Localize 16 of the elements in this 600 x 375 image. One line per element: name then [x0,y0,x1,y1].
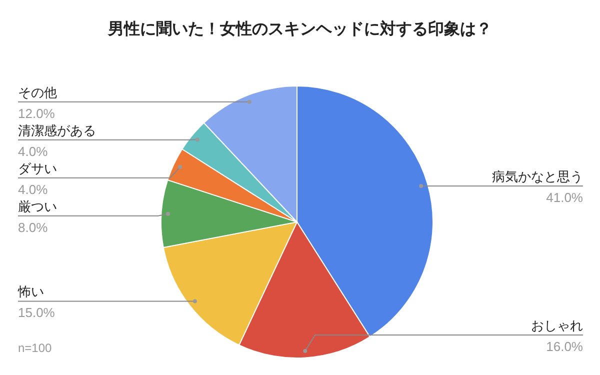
chart-title: 男性に聞いた！女性のスキンヘッドに対する印象は？ [107,19,492,38]
data-label: 15.0% [18,305,56,320]
data-label: 12.0% [18,106,56,121]
data-label: 8.0% [18,220,48,235]
slice-label: 清潔感がある [18,122,96,138]
slice-label: 病気かなと思う [492,168,583,184]
text: n=100 [18,341,52,355]
slice-label: 厳つい [18,198,57,214]
slice-label: おしゃれ [531,318,583,333]
data-label: 4.0% [18,144,48,159]
data-label: 41.0% [546,190,584,205]
slice-label: ダサい [18,160,57,176]
slice-label: 怖い [17,284,44,300]
slice-label: その他 [18,84,57,100]
data-label: 4.0% [18,182,48,197]
data-label: 16.0% [546,339,584,354]
